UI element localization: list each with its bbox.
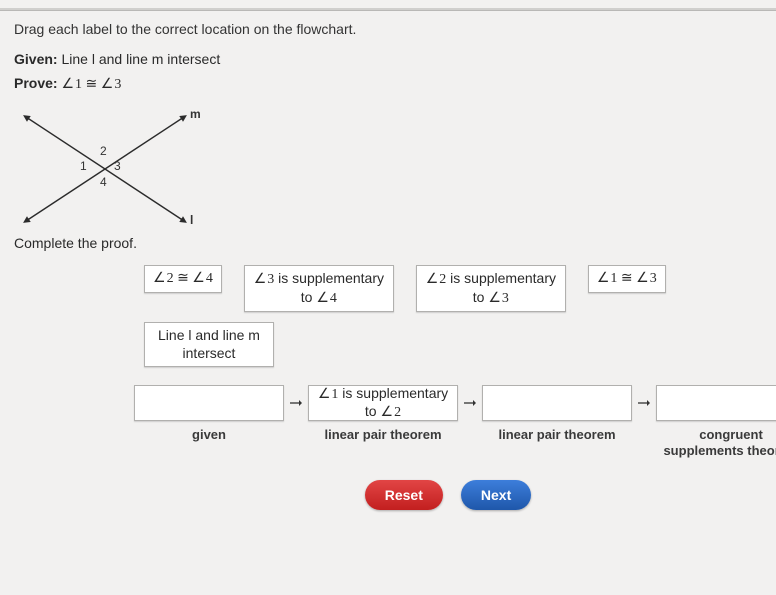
tile1-a2: 4: [192, 271, 213, 286]
tile5-l2: intersect: [183, 345, 236, 361]
reset-button[interactable]: Reset: [365, 480, 443, 510]
angle-3-label: 3: [114, 159, 121, 173]
content-area: Drag each label to the correct location …: [0, 21, 776, 510]
complete-proof-text: Complete the proof.: [14, 235, 762, 251]
fx-a2: 2: [381, 405, 402, 420]
given-line: Given: Line l and line m intersect: [14, 51, 762, 67]
flow-step-3: linear pair theorem: [482, 385, 632, 443]
flow-step-1: given: [134, 385, 284, 443]
fixed-tile-angle1-supp-angle2: 1 is supplementary to 2: [308, 385, 458, 421]
tile1-a1: 2: [153, 271, 174, 286]
angle-2-label: 2: [100, 144, 107, 158]
tile1-cong: [177, 271, 189, 286]
given-text: Line l and line m intersect: [61, 51, 220, 67]
tile-angle1-cong-angle3[interactable]: 1 3: [588, 265, 666, 293]
cap4-l1: congruent: [699, 427, 763, 442]
tile2-to: to: [301, 289, 317, 305]
angle-4-label: 4: [100, 175, 107, 189]
flow-arrow-3: [638, 385, 650, 421]
prove-label: Prove:: [14, 75, 58, 91]
flow-arrow-1: [290, 385, 302, 421]
prove-line: Prove: 1 3: [14, 75, 762, 93]
prove-angle-1: 1: [61, 77, 82, 92]
intersecting-lines-diagram: m l 1 2 3 4: [14, 99, 214, 229]
tile2-a3: 3: [254, 272, 275, 287]
tile3-a3: 3: [488, 291, 509, 306]
tile4-a1: 1: [597, 271, 618, 286]
drop-slot-linear-pair[interactable]: [482, 385, 632, 421]
tile2-txt1: is supplementary: [274, 270, 384, 286]
prove-angle-3: 3: [101, 77, 122, 92]
tile-angle2-supp-angle3[interactable]: 2 is supplementary to 3: [416, 265, 566, 312]
tile-lines-intersect[interactable]: Line l and line m intersect: [144, 322, 274, 367]
flowchart-row: given 1 is supplementary to 2 linear pai…: [134, 385, 752, 458]
tile-pool-row-1: 2 4 3 is supplementary to 4 2 is supplem…: [144, 265, 752, 312]
tile-angle3-supp-angle4[interactable]: 3 is supplementary to 4: [244, 265, 394, 312]
line-m-label: m: [190, 107, 201, 121]
flow-step-4: congruent supplements theorem: [656, 385, 776, 458]
next-button[interactable]: Next: [461, 480, 531, 510]
tile5-l1: Line l and line m: [158, 327, 260, 343]
tile4-cong: [621, 271, 633, 286]
tile-angle2-cong-angle4[interactable]: 2 4: [144, 265, 222, 293]
congruent-symbol: [86, 77, 98, 92]
tile3-a2: 2: [426, 272, 447, 287]
workspace: 2 4 3 is supplementary to 4 2 is supplem…: [14, 265, 762, 510]
cap4-l2: supplements theorem: [663, 443, 776, 458]
fx-a1: 1: [318, 387, 339, 402]
tile-pool-row-2: Line l and line m intersect: [144, 322, 752, 367]
caption-linear-pair-1: linear pair theorem: [308, 427, 458, 443]
tile3-to: to: [473, 289, 489, 305]
given-label: Given:: [14, 51, 58, 67]
angle-1-label: 1: [80, 159, 87, 173]
fx-txt: is supplementary: [338, 385, 448, 401]
drop-slot-congruent-supplements[interactable]: [656, 385, 776, 421]
button-row: Reset Next: [144, 480, 752, 510]
instruction-text: Drag each label to the correct location …: [14, 21, 762, 37]
tile3-txt1: is supplementary: [446, 270, 556, 286]
line-l-label: l: [190, 213, 193, 227]
top-divider: [0, 8, 776, 11]
fx-to: to: [365, 403, 381, 419]
caption-congruent-supplements: congruent supplements theorem: [656, 427, 776, 458]
flow-arrow-2: [464, 385, 476, 421]
caption-given: given: [134, 427, 284, 443]
caption-linear-pair-2: linear pair theorem: [482, 427, 632, 443]
flow-step-2: 1 is supplementary to 2 linear pair theo…: [308, 385, 458, 443]
tile4-a2: 3: [636, 271, 657, 286]
drop-slot-given[interactable]: [134, 385, 284, 421]
tile2-a4: 4: [316, 291, 337, 306]
